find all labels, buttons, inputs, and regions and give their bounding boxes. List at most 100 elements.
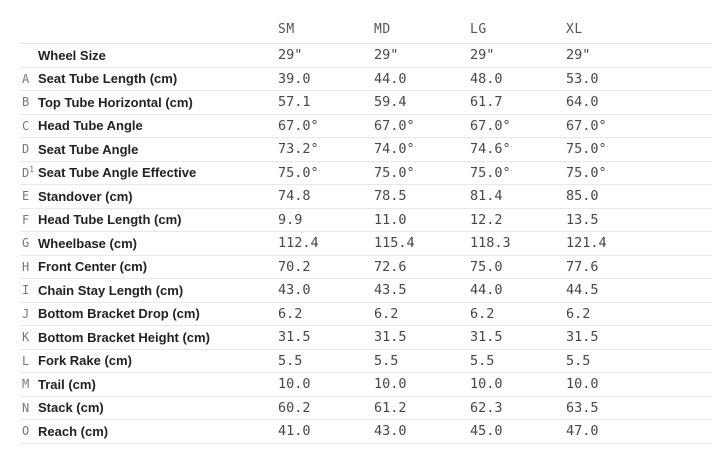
row-value: 118.3 [470, 235, 511, 252]
row-value: 77.6 [566, 258, 599, 275]
row-label: Stack (cm) [38, 400, 104, 416]
row-value: 6.2 [566, 305, 591, 322]
row-value: 67.0° [374, 117, 415, 134]
row-value: 6.2 [278, 305, 303, 322]
row-letter: M [20, 377, 38, 391]
row-label: Reach (cm) [38, 423, 109, 439]
table-row: D Seat Tube Angle 73.2° 74.0° 74.6° 75.0° [20, 138, 712, 162]
row-letter: I [20, 283, 38, 297]
row-letter-sup: 1 [29, 164, 35, 174]
row-value: 61.2 [374, 399, 407, 416]
row-value: 53.0 [566, 70, 599, 87]
row-value: 44.5 [566, 282, 599, 299]
row-letter-main: F [22, 212, 30, 227]
row-label: Bottom Bracket Height (cm) [38, 329, 210, 345]
row-value: 59.4 [374, 94, 407, 111]
table-row: N Stack (cm) 60.2 61.2 62.3 63.5 [20, 397, 712, 420]
row-value: 67.0° [278, 117, 319, 134]
row-label: Front Center (cm) [38, 259, 148, 275]
row-value: 10.0 [374, 376, 407, 393]
row-value: 121.4 [566, 235, 607, 252]
row-label: Trail (cm) [38, 376, 96, 392]
row-value: 43.0 [278, 282, 311, 299]
row-value: 64.0 [566, 94, 599, 111]
row-label: Seat Tube Length (cm) [38, 71, 178, 87]
row-letter: D [20, 142, 38, 156]
table-row: E Standover (cm) 74.8 78.5 81.4 85.0 [20, 185, 712, 209]
row-letter: E [20, 189, 38, 203]
row-label: Chain Stay Length (cm) [38, 282, 184, 298]
row-value: 9.9 [278, 211, 303, 228]
table-row: D1 Seat Tube Angle Effective 75.0° 75.0° 7… [20, 162, 712, 185]
table-row: O Reach (cm) 41.0 43.0 45.0 47.0 [20, 420, 712, 444]
row-letter: B [20, 95, 38, 109]
row-value: 74.6° [470, 141, 511, 158]
size-column-header: MD [374, 22, 391, 37]
row-letter: H [20, 260, 38, 274]
row-letter-main: L [22, 353, 30, 368]
row-value: 70.2 [278, 258, 311, 275]
row-letter: J [20, 307, 38, 321]
row-letter-main: I [22, 283, 30, 298]
row-letter: A [20, 72, 38, 86]
table-row: C Head Tube Angle 67.0° 67.0° 67.0° 67.0° [20, 115, 712, 138]
table-body: Wheel Size 29" 29" 29" 29" A Seat Tube Leng… [20, 44, 712, 444]
row-value: 74.0° [374, 141, 415, 158]
row-value: 75.0° [566, 141, 607, 158]
row-value: 75.0° [566, 164, 607, 181]
row-label: Head Tube Angle [38, 118, 143, 134]
row-value: 31.5 [278, 329, 311, 346]
row-value: 13.5 [566, 211, 599, 228]
row-value: 44.0 [470, 282, 503, 299]
row-value: 5.5 [374, 352, 399, 369]
row-letter: L [20, 354, 38, 368]
row-value: 6.2 [374, 305, 399, 322]
row-label: Wheel Size [38, 47, 106, 63]
row-letter-main: O [22, 424, 30, 439]
row-value: 67.0° [566, 117, 607, 134]
row-value: 39.0 [278, 70, 311, 87]
row-value: 5.5 [278, 352, 303, 369]
size-column-header: XL [566, 22, 583, 37]
table-row: F Head Tube Length (cm) 9.9 11.0 12.2 13.5 [20, 209, 712, 232]
row-value: 115.4 [374, 235, 415, 252]
size-column-header: LG [470, 22, 487, 37]
table-row: B Top Tube Horizontal (cm) 57.1 59.4 61.7 6… [20, 91, 712, 115]
row-letter-main: G [22, 236, 30, 251]
table-row: H Front Center (cm) 70.2 72.6 75.0 77.6 [20, 256, 712, 279]
row-value: 78.5 [374, 188, 407, 205]
row-value: 31.5 [566, 329, 599, 346]
row-value: 61.7 [470, 94, 503, 111]
size-header-row: SM MD LG XL [20, 0, 712, 44]
row-value: 74.8 [278, 188, 311, 205]
row-value: 57.1 [278, 94, 311, 111]
row-value: 60.2 [278, 399, 311, 416]
row-letter-main: E [22, 189, 30, 204]
row-value: 5.5 [470, 352, 495, 369]
table-row: J Bottom Bracket Drop (cm) 6.2 6.2 6.2 6.2 [20, 303, 712, 326]
table-row: L Fork Rake (cm) 5.5 5.5 5.5 5.5 [20, 350, 712, 373]
table-row: K Bottom Bracket Height (cm) 31.5 31.5 31.… [20, 326, 712, 350]
table-row: Wheel Size 29" 29" 29" 29" [20, 44, 712, 68]
row-letter-main: D [22, 165, 30, 180]
row-value: 75.0 [470, 258, 503, 275]
row-value: 31.5 [470, 329, 503, 346]
row-letter-main: A [22, 71, 30, 86]
bike-geometry-table: SM MD LG XL Wheel Size 29" 29" 29" 29" A Seat … [20, 0, 712, 444]
row-value: 75.0° [470, 164, 511, 181]
row-value: 72.6 [374, 258, 407, 275]
row-letter-main: D [22, 142, 30, 157]
row-label: Standover (cm) [38, 188, 133, 204]
row-value: 29" [374, 47, 399, 64]
table-row: A Seat Tube Length (cm) 39.0 44.0 48.0 53.0 [20, 68, 712, 91]
row-label: Bottom Bracket Drop (cm) [38, 306, 200, 322]
row-letter: N [20, 401, 38, 415]
row-letter-main: J [22, 306, 30, 321]
row-letter: F [20, 213, 38, 227]
table-row: M Trail (cm) 10.0 10.0 10.0 10.0 [20, 373, 712, 397]
table-row: I Chain Stay Length (cm) 43.0 43.5 44.0 44.… [20, 279, 712, 303]
row-value: 75.0° [374, 164, 415, 181]
row-value: 48.0 [470, 70, 503, 87]
row-label: Seat Tube Angle [38, 141, 139, 157]
row-value: 75.0° [278, 164, 319, 181]
